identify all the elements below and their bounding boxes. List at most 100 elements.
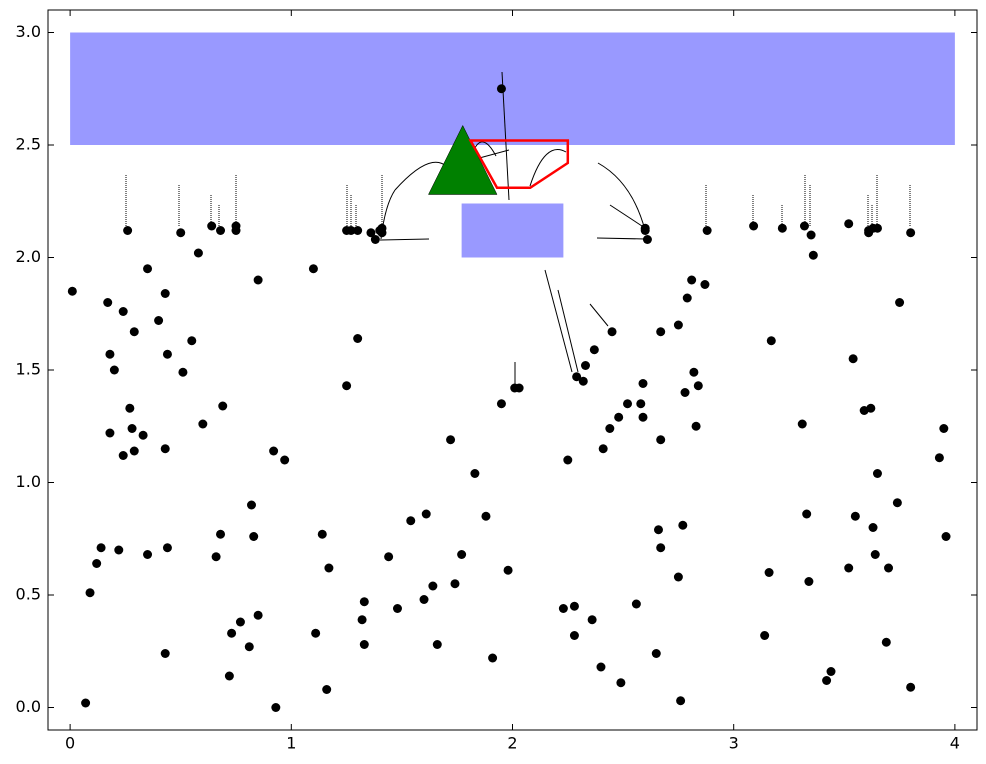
point [848, 354, 858, 364]
point [353, 226, 363, 235]
point [370, 235, 380, 244]
point [235, 617, 245, 627]
point [271, 703, 281, 712]
y-tick-label: 3.0 [16, 22, 41, 41]
point [605, 424, 615, 433]
x-tick-label: 0 [65, 734, 75, 753]
point [231, 226, 241, 235]
point [844, 219, 854, 229]
point [892, 498, 902, 508]
point [693, 381, 703, 391]
point [598, 444, 608, 454]
point [868, 523, 878, 532]
curve [589, 303, 609, 327]
point [939, 424, 949, 433]
point [432, 640, 442, 649]
y-tick-label: 0.5 [16, 585, 41, 604]
point [392, 604, 402, 613]
point [514, 383, 524, 393]
point [125, 403, 135, 413]
point [118, 451, 128, 460]
point [216, 226, 226, 235]
point [764, 568, 774, 577]
triangle [428, 124, 498, 195]
point [211, 552, 221, 562]
point [244, 642, 254, 652]
point [207, 221, 217, 231]
point [129, 446, 139, 456]
point [109, 365, 119, 375]
point [797, 419, 807, 429]
point [311, 628, 321, 638]
point [123, 226, 133, 235]
point [596, 662, 606, 672]
curve [596, 237, 646, 240]
point [353, 334, 363, 343]
region [461, 203, 564, 258]
curve [609, 204, 646, 229]
point [844, 563, 854, 573]
curve [529, 149, 567, 187]
point [359, 597, 369, 607]
curve [597, 162, 646, 231]
point [578, 376, 588, 386]
point [187, 336, 197, 346]
point [129, 327, 139, 337]
point [162, 543, 172, 553]
point [366, 228, 376, 238]
point [906, 228, 916, 238]
point [680, 388, 690, 397]
point [656, 327, 666, 337]
point [127, 424, 137, 433]
point [103, 298, 113, 307]
point [224, 671, 234, 681]
point [872, 223, 882, 233]
point [162, 349, 172, 359]
point [640, 226, 650, 235]
point [481, 511, 491, 521]
point [308, 264, 318, 274]
point [450, 579, 460, 589]
point [324, 563, 334, 573]
point [614, 412, 624, 422]
point [154, 316, 164, 325]
point [558, 604, 568, 613]
point [160, 444, 170, 454]
point [749, 221, 759, 231]
point [941, 532, 951, 541]
x-tick-label: 3 [729, 734, 739, 753]
point [280, 455, 290, 465]
point [702, 226, 712, 235]
point [638, 379, 648, 388]
y-tick-label: 0.0 [16, 697, 41, 716]
point [176, 228, 186, 238]
point [653, 525, 663, 535]
point [218, 401, 228, 411]
point [138, 430, 148, 440]
curve [379, 238, 430, 241]
point [587, 615, 597, 625]
point [496, 84, 506, 94]
point [193, 248, 203, 258]
point [870, 550, 880, 559]
point [906, 682, 916, 692]
point [377, 223, 387, 233]
point [96, 543, 106, 553]
point [269, 446, 279, 456]
point [884, 563, 894, 573]
point [246, 500, 256, 510]
point [802, 509, 812, 519]
point [822, 676, 832, 685]
point [642, 235, 652, 244]
point [569, 631, 579, 640]
point [866, 403, 876, 413]
point [160, 649, 170, 658]
y-tick-label: 1.5 [16, 360, 41, 379]
point [227, 628, 237, 638]
point [934, 453, 944, 463]
point [589, 345, 599, 355]
point [118, 307, 128, 316]
point [777, 223, 787, 233]
point [253, 610, 263, 620]
point [160, 289, 170, 298]
